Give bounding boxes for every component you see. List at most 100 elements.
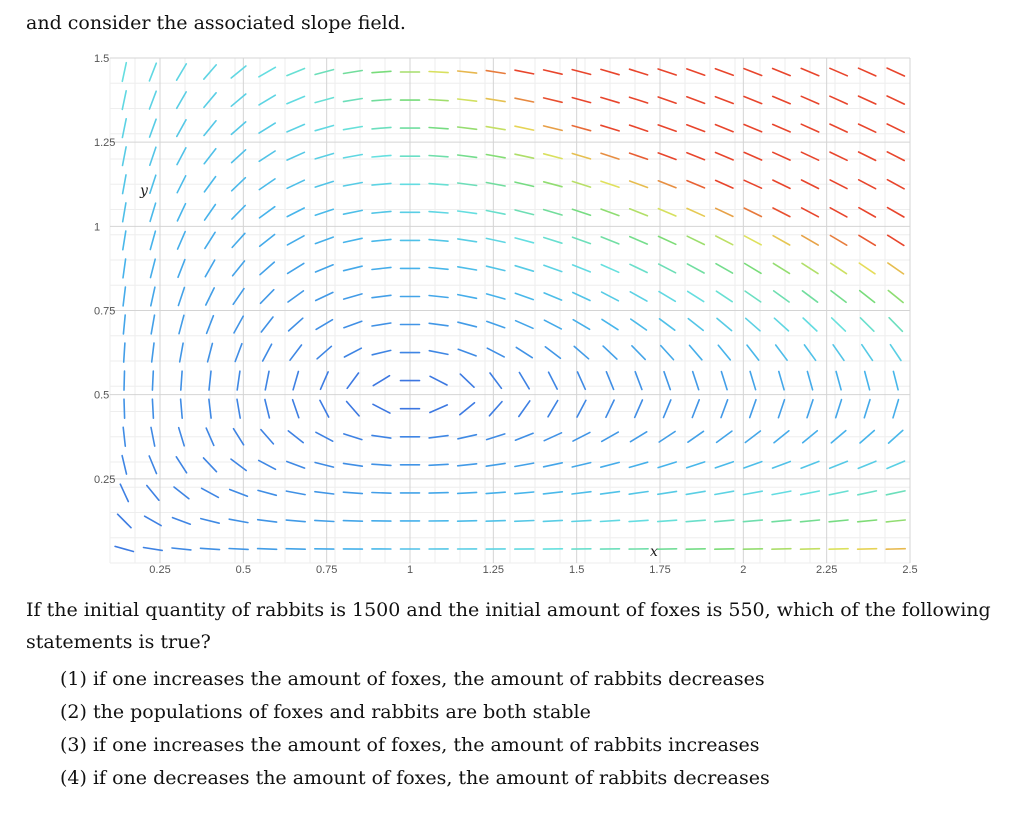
- slope-segment: [122, 426, 127, 448]
- slope-segment: [657, 207, 677, 217]
- slope-segment: [228, 518, 249, 524]
- slope-segment: [458, 401, 476, 416]
- slope-segment: [657, 96, 677, 105]
- slope-segment: [542, 490, 564, 495]
- slope-segment: [233, 315, 244, 334]
- slope-segment: [691, 398, 701, 419]
- slope-segment: [485, 97, 506, 103]
- slope-segment: [771, 151, 791, 161]
- option-4: (4) if one decreases the amount of foxes…: [60, 762, 770, 795]
- slope-segment: [571, 264, 592, 273]
- slope-segment: [231, 260, 246, 277]
- slope-segment: [887, 429, 904, 444]
- slope-segment: [456, 210, 478, 215]
- slope-segment: [314, 68, 335, 76]
- slope-segment: [688, 344, 703, 361]
- slope-segment: [657, 124, 677, 133]
- slope-segment: [572, 431, 591, 442]
- slope-segment: [264, 370, 270, 391]
- slope-segment: [428, 322, 449, 327]
- slope-segment: [892, 398, 900, 419]
- slope-segment: [342, 519, 364, 523]
- slope-segment: [203, 91, 217, 109]
- slope-segment: [859, 429, 876, 444]
- slope-segment: [150, 426, 156, 447]
- slope-segment: [371, 491, 392, 495]
- option-2: (2) the populations of foxes and rabbits…: [60, 696, 770, 729]
- slope-segment: [515, 346, 534, 359]
- slope-segment: [285, 490, 306, 496]
- slope-segment: [743, 207, 763, 218]
- x-tick-label: 1: [407, 564, 413, 576]
- slope-segment: [856, 519, 878, 523]
- slope-segment: [232, 427, 245, 446]
- slope-segment: [889, 343, 902, 362]
- slope-segment: [601, 318, 619, 331]
- slope-segment: [686, 290, 705, 303]
- slope-segment: [514, 432, 534, 442]
- slope-segment: [743, 123, 763, 133]
- slope-segment: [514, 97, 535, 103]
- slope-segment: [600, 291, 620, 302]
- slope-segment: [513, 519, 535, 523]
- x-tick-label: 2: [740, 564, 746, 576]
- slope-segment: [231, 232, 246, 249]
- slope-segment: [456, 491, 478, 495]
- slope-segment: [571, 291, 591, 302]
- slope-segment: [286, 151, 306, 161]
- slope-segment: [885, 519, 907, 523]
- slope-segment: [714, 123, 734, 133]
- slope-segment: [720, 398, 729, 419]
- slope-segment: [485, 209, 506, 215]
- slope-segment: [599, 461, 621, 469]
- slope-segment: [371, 463, 392, 467]
- question-text: If the initial quantity of rabbits is 15…: [26, 599, 991, 653]
- slope-segment: [772, 234, 791, 246]
- slope-segment: [658, 430, 676, 443]
- slope-segment: [177, 426, 185, 447]
- slope-segment: [342, 265, 363, 272]
- slope-segment: [149, 202, 157, 223]
- slope-segment: [514, 209, 535, 216]
- slope-segment: [428, 434, 449, 439]
- slope-segment: [829, 262, 848, 275]
- slope-segment: [151, 398, 155, 420]
- x-tick-labels: 0.25 0.5 0.75 1 1.25 1.5 1.75 2 2.25 2.5: [149, 564, 917, 576]
- slope-segment: [749, 370, 757, 391]
- x-tick-label: 1.25: [483, 564, 504, 576]
- slope-segment: [258, 205, 276, 219]
- slope-segment: [287, 317, 304, 332]
- slope-segment: [200, 487, 220, 499]
- slope-segment: [260, 428, 275, 445]
- slope-segment: [628, 208, 649, 217]
- slope-segment: [346, 372, 360, 390]
- slope-segment: [261, 343, 273, 362]
- option-text: if one decreases the amount of foxes, th…: [92, 767, 770, 789]
- slope-segment: [121, 146, 127, 167]
- slope-segment: [428, 491, 449, 494]
- slope-segment: [600, 208, 620, 217]
- slope-segment: [663, 370, 672, 391]
- slope-segment: [801, 290, 819, 304]
- slope-segment: [230, 176, 247, 192]
- slope-segment: [600, 96, 620, 104]
- slope-segment: [149, 286, 156, 307]
- slope-segment: [542, 181, 563, 188]
- slope-segment: [799, 547, 821, 551]
- slope-segment: [713, 519, 735, 523]
- slope-segment: [208, 370, 212, 391]
- slope-segment: [628, 96, 649, 104]
- major-grid: [110, 57, 911, 563]
- slope-segment: [686, 151, 706, 161]
- slope-segment: [571, 461, 592, 468]
- slope-segment: [863, 370, 871, 391]
- slope-segment: [232, 287, 245, 306]
- slope-segment: [544, 345, 562, 360]
- slope-segment: [489, 372, 503, 390]
- slope-segment: [342, 181, 364, 187]
- slope-segment: [179, 398, 183, 420]
- slope-segment: [258, 233, 276, 248]
- slope-segment: [543, 431, 563, 442]
- slope-segment: [771, 547, 792, 551]
- slope-segment: [885, 490, 906, 496]
